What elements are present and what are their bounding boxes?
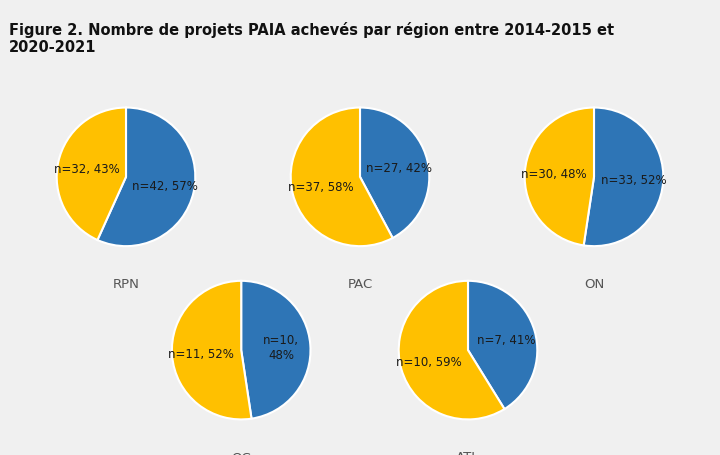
Text: n=33, 52%: n=33, 52%	[601, 174, 667, 187]
Text: PAC: PAC	[347, 278, 373, 291]
Text: n=30, 48%: n=30, 48%	[521, 168, 587, 181]
Text: ON: ON	[584, 278, 604, 291]
Text: n=11, 52%: n=11, 52%	[168, 347, 234, 360]
Wedge shape	[97, 108, 195, 247]
Text: n=10,
48%: n=10, 48%	[264, 334, 300, 361]
Wedge shape	[399, 281, 505, 420]
Text: n=27, 42%: n=27, 42%	[366, 161, 432, 174]
Wedge shape	[241, 281, 310, 419]
Text: n=10, 59%: n=10, 59%	[397, 355, 462, 368]
Text: n=7, 41%: n=7, 41%	[477, 333, 536, 346]
Wedge shape	[291, 108, 392, 247]
Wedge shape	[172, 281, 251, 420]
Text: n=32, 43%: n=32, 43%	[54, 162, 120, 176]
Text: ATL: ATL	[456, 450, 480, 455]
Wedge shape	[525, 108, 594, 246]
Wedge shape	[360, 108, 429, 238]
Text: n=37, 58%: n=37, 58%	[288, 181, 354, 194]
Text: Figure 2. Nombre de projets PAIA achevés par région entre 2014-2015 et
2020-2021: Figure 2. Nombre de projets PAIA achevés…	[9, 21, 613, 55]
Wedge shape	[468, 281, 537, 409]
Text: QC: QC	[231, 450, 251, 455]
Wedge shape	[57, 108, 126, 241]
Text: RPN: RPN	[112, 278, 140, 291]
Text: n=42, 57%: n=42, 57%	[132, 179, 198, 192]
Wedge shape	[584, 108, 663, 247]
